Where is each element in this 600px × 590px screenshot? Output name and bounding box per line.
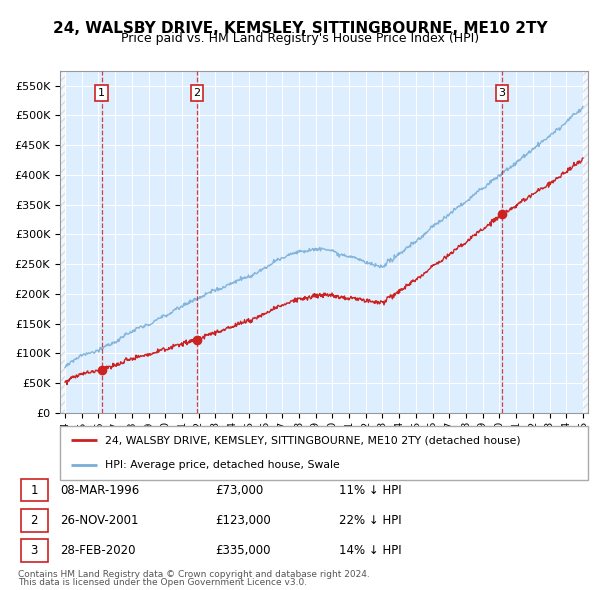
Text: 1: 1 (31, 484, 38, 497)
Text: 14% ↓ HPI: 14% ↓ HPI (340, 544, 402, 557)
Text: Price paid vs. HM Land Registry's House Price Index (HPI): Price paid vs. HM Land Registry's House … (121, 32, 479, 45)
Text: 1: 1 (98, 88, 105, 98)
Text: 2: 2 (31, 514, 38, 527)
FancyBboxPatch shape (21, 479, 48, 502)
Text: 3: 3 (31, 544, 38, 557)
Text: £73,000: £73,000 (215, 484, 263, 497)
Text: £335,000: £335,000 (215, 544, 271, 557)
Text: 11% ↓ HPI: 11% ↓ HPI (340, 484, 402, 497)
Text: 2: 2 (193, 88, 200, 98)
Text: 24, WALSBY DRIVE, KEMSLEY, SITTINGBOURNE, ME10 2TY: 24, WALSBY DRIVE, KEMSLEY, SITTINGBOURNE… (53, 21, 547, 35)
Text: 08-MAR-1996: 08-MAR-1996 (60, 484, 140, 497)
Text: £123,000: £123,000 (215, 514, 271, 527)
Text: 22% ↓ HPI: 22% ↓ HPI (340, 514, 402, 527)
Bar (583, 71, 588, 413)
FancyBboxPatch shape (21, 539, 48, 562)
Text: This data is licensed under the Open Government Licence v3.0.: This data is licensed under the Open Gov… (18, 578, 307, 587)
Text: HPI: Average price, detached house, Swale: HPI: Average price, detached house, Swal… (105, 460, 340, 470)
FancyBboxPatch shape (21, 509, 48, 532)
Text: Contains HM Land Registry data © Crown copyright and database right 2024.: Contains HM Land Registry data © Crown c… (18, 570, 370, 579)
Text: 28-FEB-2020: 28-FEB-2020 (60, 544, 136, 557)
Text: 24, WALSBY DRIVE, KEMSLEY, SITTINGBOURNE, ME10 2TY (detached house): 24, WALSBY DRIVE, KEMSLEY, SITTINGBOURNE… (105, 435, 521, 445)
FancyBboxPatch shape (60, 426, 588, 480)
Bar (60, 71, 65, 413)
Text: 26-NOV-2001: 26-NOV-2001 (60, 514, 139, 527)
Text: 3: 3 (499, 88, 506, 98)
